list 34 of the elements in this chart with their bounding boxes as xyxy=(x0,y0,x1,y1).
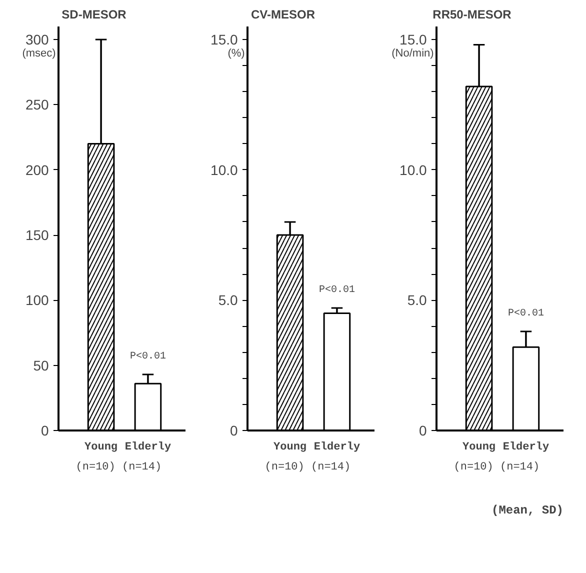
x-tick-label: Elderly xyxy=(502,442,550,454)
y-tick-label: 0 xyxy=(41,422,50,438)
y-axis-title: (msec) xyxy=(22,48,56,60)
y-axis-title: (%) xyxy=(228,48,245,60)
y-tick-label: 200 xyxy=(25,162,50,178)
x-axis-title: (n=10) (n=14) xyxy=(454,462,540,474)
x-tick-label: Young xyxy=(274,442,307,454)
annotation: P<0.01 xyxy=(130,351,166,362)
y-tick-label: 250 xyxy=(25,96,50,113)
annotation: P<0.01 xyxy=(318,284,355,296)
y-tick-label: 10.0 xyxy=(400,162,428,178)
text: (Mean, SD) xyxy=(491,504,564,518)
y-tick-label: 50 xyxy=(33,357,50,374)
x-axis-title: (n=10) (n=14) xyxy=(264,462,351,474)
x-tick-label: Elderly xyxy=(314,442,360,454)
y-tick-label: 5.0 xyxy=(407,292,428,308)
y-tick-label: 5.0 xyxy=(218,292,238,308)
y-tick-label: 300 xyxy=(25,32,50,48)
x-tick-label: Young xyxy=(84,442,118,454)
annotation: P<0.01 xyxy=(508,308,544,320)
y-tick-label: 15.0 xyxy=(400,32,428,48)
y-tick-label: 15.0 xyxy=(210,32,238,48)
y-tick-label: 0 xyxy=(230,422,238,438)
chart-title: CV-MESOR xyxy=(250,8,316,22)
y-axis-title: (No/min) xyxy=(392,48,434,60)
chart-title: SD-MESOR xyxy=(62,8,127,22)
x-tick-label: Elderly xyxy=(124,442,172,454)
chart-title: RR50-MESOR xyxy=(432,8,512,22)
y-tick-label: 150 xyxy=(25,227,50,244)
y-tick-label: 100 xyxy=(25,292,50,308)
x-axis-title: (n=10) (n=14) xyxy=(76,462,162,474)
y-tick-label: 0 xyxy=(419,422,428,438)
y-tick-label: 10.0 xyxy=(210,162,238,178)
x-tick-label: Young xyxy=(462,442,496,454)
